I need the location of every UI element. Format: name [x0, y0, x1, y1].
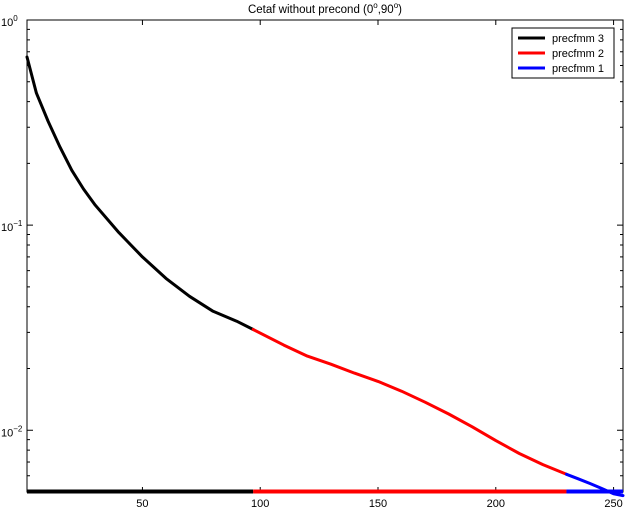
- axis-labels: 50 100 150 200 250 100 10−1 10−2: [1, 14, 623, 510]
- y-tick-label: 100: [1, 14, 18, 29]
- series-line: [565, 472, 625, 498]
- x-tick-label: 150: [369, 498, 387, 510]
- x-tick-label: 250: [604, 498, 622, 510]
- plot-area: [26, 19, 624, 493]
- legend-label: precfmm 1: [552, 63, 604, 75]
- y-tick-label: 10−1: [1, 219, 23, 234]
- x-tick-label: 100: [251, 498, 269, 510]
- series-line: [251, 328, 568, 476]
- x-tick-label: 50: [136, 498, 148, 510]
- axis-ticks: [27, 19, 623, 493]
- series-layer: [25, 55, 625, 498]
- legend-label: precfmm 3: [552, 33, 604, 45]
- chart-title: Cetaf without precond (0o,90o): [248, 1, 402, 16]
- legend: precfmm 3 precfmm 2 precfmm 1: [511, 27, 615, 79]
- series-line: [25, 55, 255, 331]
- x-tick-label: 200: [487, 498, 505, 510]
- y-tick-label: 10−2: [1, 424, 23, 439]
- legend-label: precfmm 2: [552, 48, 604, 60]
